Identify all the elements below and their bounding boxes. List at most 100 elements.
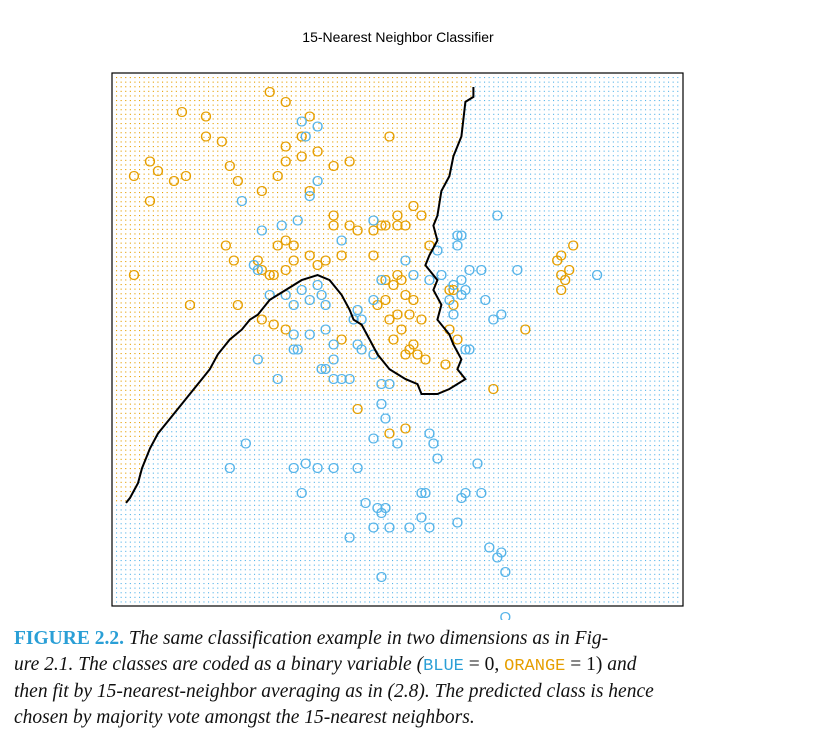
grid-dot [502, 242, 504, 244]
grid-dot [129, 178, 131, 180]
grid-dot [562, 109, 564, 111]
grid-dot [631, 201, 633, 203]
grid-dot [162, 77, 164, 79]
grid-dot [461, 90, 463, 92]
grid-dot [424, 238, 426, 240]
grid-dot [208, 238, 210, 240]
grid-dot [134, 127, 136, 129]
grid-dot [166, 81, 168, 83]
grid-dot [134, 182, 136, 184]
grid-dot [382, 201, 384, 203]
grid-dot [180, 187, 182, 189]
grid-dot [235, 215, 237, 217]
grid-dot [626, 150, 628, 152]
grid-dot [332, 141, 334, 143]
grid-dot [520, 132, 522, 134]
grid-dot [125, 224, 127, 226]
grid-dot [134, 146, 136, 148]
grid-dot [162, 247, 164, 249]
grid-dot [198, 233, 200, 235]
grid-dot [626, 132, 628, 134]
grid-dot [148, 196, 150, 198]
grid-dot [511, 173, 513, 175]
grid-dot [566, 77, 568, 79]
grid-dot [143, 178, 145, 180]
grid-dot [387, 81, 389, 83]
grid-dot [148, 100, 150, 102]
grid-dot [599, 77, 601, 79]
grid-dot [474, 150, 476, 152]
grid-dot [654, 113, 656, 115]
grid-dot [461, 196, 463, 198]
grid-dot [350, 247, 352, 249]
grid-dot [189, 159, 191, 161]
grid-dot [217, 205, 219, 207]
grid-dot [520, 159, 522, 161]
grid-dot [419, 178, 421, 180]
grid-dot [231, 159, 233, 161]
grid-dot [171, 123, 173, 125]
grid-dot [654, 77, 656, 79]
grid-dot [507, 219, 509, 221]
grid-dot [534, 146, 536, 148]
grid-dot [580, 178, 582, 180]
grid-dot [658, 104, 660, 106]
grid-dot [240, 146, 242, 148]
grid-dot [663, 95, 665, 97]
grid-dot [405, 233, 407, 235]
grid-dot [300, 196, 302, 198]
grid-dot [511, 215, 513, 217]
grid-dot [263, 251, 265, 253]
grid-dot [203, 123, 205, 125]
grid-dot [143, 173, 145, 175]
grid-dot [134, 228, 136, 230]
grid-dot [645, 224, 647, 226]
grid-dot [309, 81, 311, 83]
grid-dot [378, 104, 380, 106]
grid-dot [373, 201, 375, 203]
grid-dot [548, 146, 550, 148]
grid-dot [392, 109, 394, 111]
grid-dot [631, 113, 633, 115]
grid-dot [548, 187, 550, 189]
grid-dot [488, 77, 490, 79]
grid-dot [663, 100, 665, 102]
grid-dot [295, 118, 297, 120]
grid-dot [497, 127, 499, 129]
grid-dot [562, 210, 564, 212]
grid-dot [576, 182, 578, 184]
grid-dot [405, 127, 407, 129]
grid-dot [465, 90, 467, 92]
grid-dot [612, 251, 614, 253]
grid-dot [392, 90, 394, 92]
grid-dot [557, 210, 559, 212]
grid-dot [129, 187, 131, 189]
grid-dot [139, 196, 141, 198]
grid-dot [617, 210, 619, 212]
grid-dot [599, 155, 601, 157]
grid-dot [300, 238, 302, 240]
grid-dot [585, 215, 587, 217]
grid-dot [589, 141, 591, 143]
grid-dot [617, 155, 619, 157]
grid-dot [318, 247, 320, 249]
grid-dot [313, 205, 315, 207]
grid-dot [175, 132, 177, 134]
grid-dot [396, 261, 398, 263]
grid-dot [208, 251, 210, 253]
grid-dot [249, 192, 251, 194]
grid-dot [382, 178, 384, 180]
grid-dot [185, 251, 187, 253]
grid-dot [649, 228, 651, 230]
grid-dot [166, 233, 168, 235]
grid-dot [539, 178, 541, 180]
grid-dot [249, 86, 251, 88]
grid-dot [410, 182, 412, 184]
grid-dot [272, 159, 274, 161]
grid-dot [534, 100, 536, 102]
grid-dot [346, 100, 348, 102]
grid-dot [212, 146, 214, 148]
grid-dot [507, 251, 509, 253]
grid-dot [392, 136, 394, 138]
grid-dot [566, 109, 568, 111]
